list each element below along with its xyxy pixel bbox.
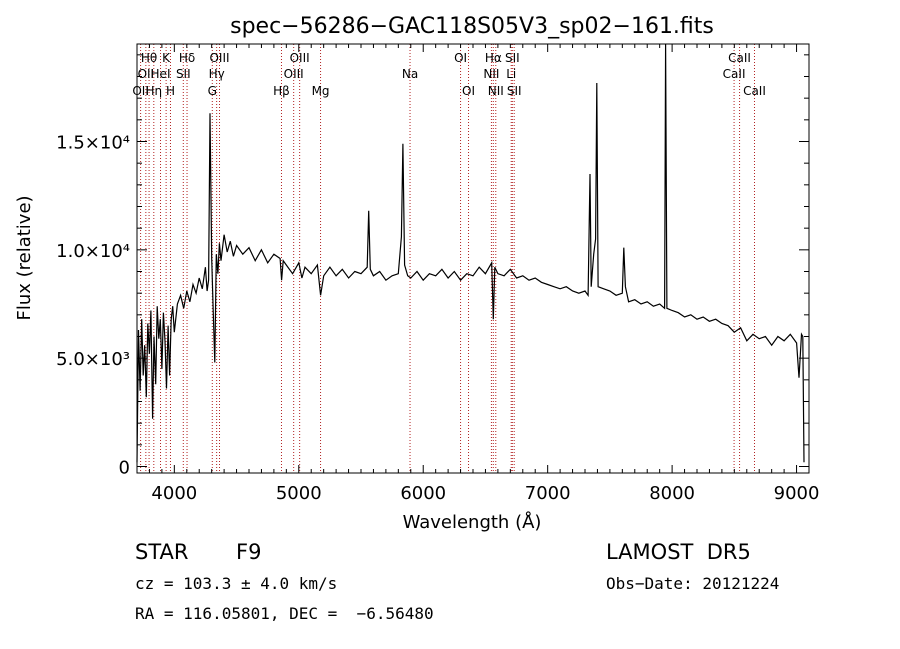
x-tick-label: 4000 (151, 483, 197, 504)
line-label: Mg (312, 84, 330, 98)
y-tick-label: 5.0×10³ (56, 349, 130, 370)
line-label: OIII (284, 67, 304, 81)
line-label: OI (454, 51, 467, 65)
x-tick-label: 7000 (525, 483, 571, 504)
line-label: OI (462, 84, 475, 98)
line-label: Hα (485, 51, 502, 65)
line-label: Li (506, 67, 516, 81)
line-label: H (166, 84, 175, 98)
x-axis-ticks: 4000 5000 6000 7000 8000 9000 (136, 44, 820, 504)
observation-date: Obs−Date: 20121224 (606, 574, 780, 593)
y-tick-label: 0 (119, 458, 130, 479)
y-axis-ticks: 0 5.0×10³ 1.0×10⁴ 1.5×10⁴ (56, 54, 809, 479)
line-label: SII (507, 84, 522, 98)
object-class: STAR (135, 540, 189, 564)
x-tick-label: 6000 (400, 483, 446, 504)
x-tick-label: 8000 (649, 483, 695, 504)
x-tick-label: 9000 (774, 483, 820, 504)
plot-frame (136, 43, 810, 474)
spectral-line-labels: OIIOIIHθHηHeIKHSIIHδGHγOIIIHβOIIIOIIIMgN… (132, 51, 766, 98)
y-tick-label: 1.5×10⁴ (56, 133, 130, 154)
y-tick-label: 1.0×10⁴ (56, 241, 130, 262)
line-label: Hβ (273, 84, 290, 98)
line-label: Na (402, 67, 418, 81)
line-label: NII (483, 67, 499, 81)
line-label: SII (176, 67, 191, 81)
line-label: G (208, 84, 217, 98)
spectral-line-markers (140, 44, 755, 473)
line-label: OIII (290, 51, 310, 65)
line-label: HeI (151, 67, 171, 81)
coordinates: RA = 116.05801, DEC = −6.56480 (135, 604, 434, 623)
chart-title: spec−56286−GAC118S05V3_sp02−161.fits (230, 14, 714, 39)
line-label: OII (138, 67, 155, 81)
line-label: Hδ (179, 51, 195, 65)
line-label: CaII (728, 51, 751, 65)
survey-name: LAMOST DR5 (606, 540, 751, 564)
line-label: Hγ (209, 67, 225, 81)
line-label: CaII (743, 84, 766, 98)
line-label: CaII (723, 67, 746, 81)
line-label: OII (132, 84, 149, 98)
y-axis-label: Flux (relative) (14, 195, 35, 320)
subclass: F9 (236, 540, 262, 564)
x-tick-label: 5000 (276, 483, 322, 504)
line-label: NII (488, 84, 504, 98)
spectrum-line (136, 43, 805, 463)
line-label: Hθ (141, 51, 157, 65)
line-label: OIII (209, 51, 229, 65)
line-label: Hη (145, 84, 162, 98)
x-axis-label: Wavelength (Å) (403, 511, 542, 533)
line-label: K (162, 51, 171, 65)
line-label: SII (505, 51, 520, 65)
redshift-velocity: cz = 103.3 ± 4.0 km/s (135, 574, 338, 593)
